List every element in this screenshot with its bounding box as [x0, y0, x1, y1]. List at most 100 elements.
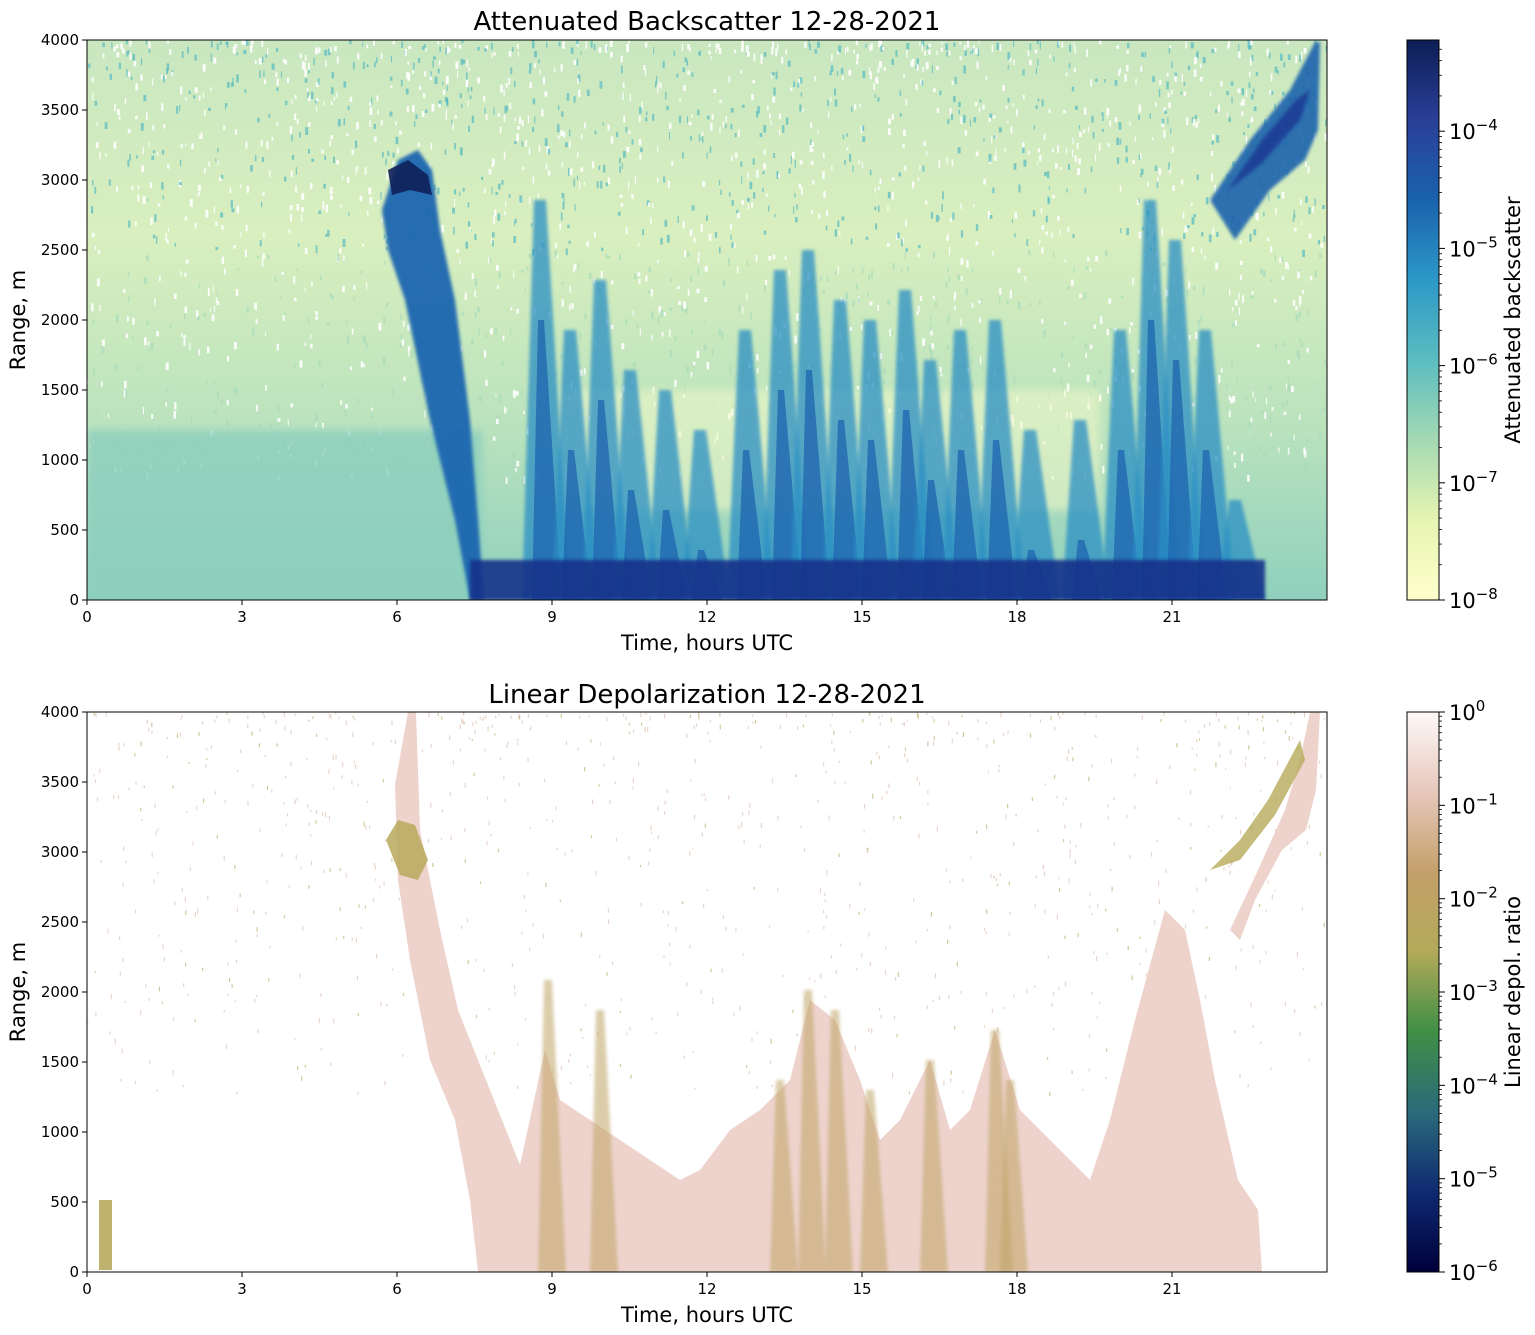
- depol-fleck: [962, 878, 964, 882]
- depol-fleck: [263, 715, 265, 719]
- noise-fleck: [1084, 188, 1087, 194]
- noise-fleck: [1071, 86, 1075, 92]
- depol-fleck: [122, 957, 124, 963]
- noise-fleck: [831, 165, 833, 171]
- noise-fleck: [763, 51, 767, 57]
- noise-fleck: [823, 191, 826, 198]
- depol-fleck: [430, 743, 432, 748]
- depol-fleck: [300, 866, 302, 870]
- noise-fleck: [742, 306, 744, 314]
- noise-fleck: [1195, 331, 1198, 340]
- noise-fleck: [814, 48, 818, 54]
- noise-fleck: [693, 237, 696, 243]
- noise-fleck: [1194, 114, 1198, 120]
- noise-fleck: [1226, 113, 1228, 118]
- noise-fleck: [905, 248, 909, 252]
- depol-fleck: [817, 800, 819, 804]
- noise-fleck: [127, 71, 131, 77]
- noise-fleck: [1048, 186, 1050, 190]
- noise-fleck: [774, 213, 776, 218]
- noise-fleck: [836, 51, 840, 55]
- noise-fleck: [1305, 196, 1308, 203]
- noise-fleck: [1085, 265, 1088, 270]
- depol-fleck: [545, 882, 547, 888]
- noise-fleck: [1041, 225, 1044, 230]
- depol-fleck: [452, 760, 454, 765]
- depol-fleck: [93, 774, 95, 777]
- depol-fleck: [518, 714, 520, 719]
- noise-fleck: [516, 43, 519, 49]
- noise-fleck: [173, 411, 176, 419]
- noise-fleck: [140, 122, 144, 131]
- depol-fleck: [1160, 718, 1162, 723]
- depol-fleck: [948, 995, 950, 999]
- noise-fleck: [579, 332, 582, 341]
- noise-fleck: [254, 302, 258, 310]
- noise-fleck: [1202, 57, 1206, 64]
- noise-fleck: [1191, 217, 1195, 225]
- noise-fleck: [1140, 173, 1142, 178]
- depol-fleck: [614, 781, 616, 785]
- noise-fleck: [384, 260, 386, 266]
- noise-fleck: [930, 212, 934, 219]
- noise-fleck: [686, 60, 688, 66]
- noise-fleck: [942, 191, 944, 200]
- depol-fleck: [906, 758, 909, 763]
- noise-fleck: [280, 71, 282, 78]
- noise-fleck: [1299, 300, 1301, 307]
- depol-fleck: [586, 1065, 589, 1068]
- noise-fleck: [1009, 290, 1012, 299]
- noise-fleck: [216, 43, 219, 51]
- depol-fleck: [467, 959, 469, 965]
- noise-fleck: [919, 165, 921, 171]
- depol-fleck: [1069, 840, 1071, 844]
- noise-fleck: [799, 160, 803, 165]
- noise-fleck: [1157, 176, 1159, 184]
- noise-fleck: [588, 273, 592, 279]
- noise-fleck: [1052, 194, 1055, 199]
- depol-fleck: [829, 724, 832, 727]
- depol-fleck: [117, 795, 120, 799]
- noise-fleck: [1147, 181, 1149, 187]
- noise-fleck: [598, 47, 602, 53]
- noise-fleck: [1301, 289, 1305, 294]
- noise-fleck: [657, 262, 660, 266]
- noise-fleck: [504, 201, 507, 207]
- noise-fleck: [862, 125, 865, 131]
- noise-fleck: [718, 329, 721, 336]
- noise-fleck: [889, 329, 892, 337]
- noise-fleck: [1174, 74, 1177, 82]
- noise-fleck: [547, 170, 551, 176]
- noise-fleck: [490, 328, 493, 335]
- noise-fleck: [659, 82, 662, 89]
- depol-fleck: [1215, 712, 1217, 717]
- noise-fleck: [910, 61, 912, 67]
- noise-fleck: [975, 224, 979, 231]
- noise-fleck: [917, 252, 920, 258]
- noise-fleck: [869, 71, 872, 80]
- noise-fleck: [1277, 195, 1281, 199]
- noise-fleck: [1186, 225, 1190, 229]
- colorbar-tick-label: 100: [1449, 697, 1485, 725]
- depol-fleck: [463, 721, 465, 725]
- noise-fleck: [830, 97, 832, 102]
- depol-fleck: [521, 720, 523, 724]
- noise-fleck: [1241, 88, 1245, 96]
- depol-fleck: [749, 802, 751, 808]
- noise-fleck: [1191, 395, 1194, 403]
- noise-fleck: [1255, 212, 1259, 221]
- depol-fleck: [689, 714, 691, 719]
- depol-fleck: [283, 915, 286, 919]
- depol-fleck: [698, 717, 700, 720]
- noise-fleck: [1226, 91, 1229, 96]
- noise-fleck: [190, 414, 192, 423]
- plot-area-backscatter: [87, 40, 1327, 600]
- noise-fleck: [539, 69, 541, 75]
- noise-fleck: [586, 89, 590, 96]
- noise-fleck: [1302, 249, 1305, 258]
- depol-fleck: [1323, 922, 1325, 928]
- depol-fleck: [247, 723, 249, 729]
- noise-fleck: [1108, 405, 1112, 413]
- noise-fleck: [1274, 343, 1277, 350]
- noise-fleck: [650, 289, 653, 297]
